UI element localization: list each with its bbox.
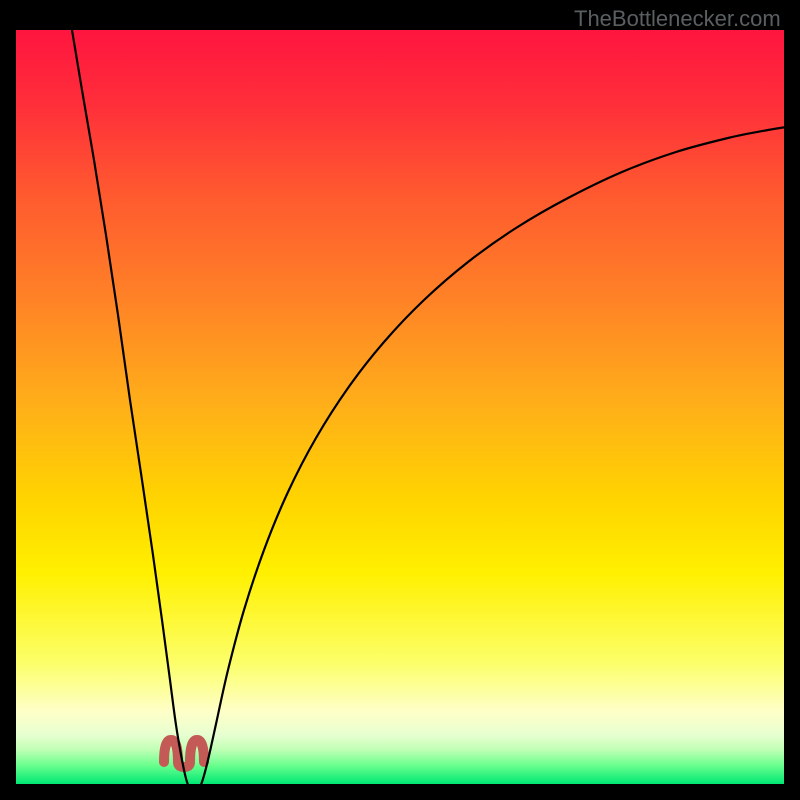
- chart-container: TheBottlenecker.com: [0, 0, 800, 800]
- bottleneck-chart: [0, 0, 800, 800]
